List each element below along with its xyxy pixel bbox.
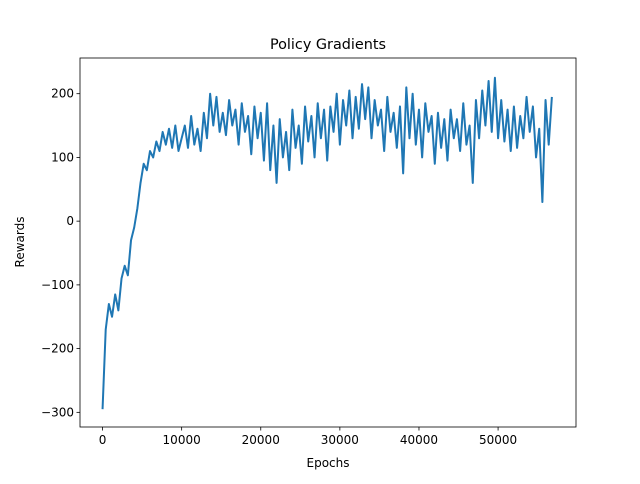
y-tick-label: 200 — [51, 87, 74, 101]
x-tick-label: 50000 — [479, 433, 517, 447]
x-tick-label: 40000 — [400, 433, 438, 447]
y-tick-label: 0 — [66, 214, 74, 228]
x-tick-label: 30000 — [321, 433, 359, 447]
y-axis-label: Rewards — [13, 217, 27, 268]
data-line — [101, 76, 553, 410]
x-tick-label: 10000 — [163, 433, 201, 447]
plot-frame — [79, 57, 577, 428]
y-tick-label: −300 — [41, 405, 74, 419]
x-axis-label: Epochs — [307, 456, 350, 470]
chart-title: Policy Gradients — [270, 37, 386, 53]
x-tick-label: 20000 — [242, 433, 280, 447]
y-tick-label: 100 — [51, 150, 74, 164]
y-tick-label: −100 — [41, 278, 74, 292]
y-tick-label: −200 — [41, 342, 74, 356]
x-tick-label: 0 — [99, 433, 107, 447]
